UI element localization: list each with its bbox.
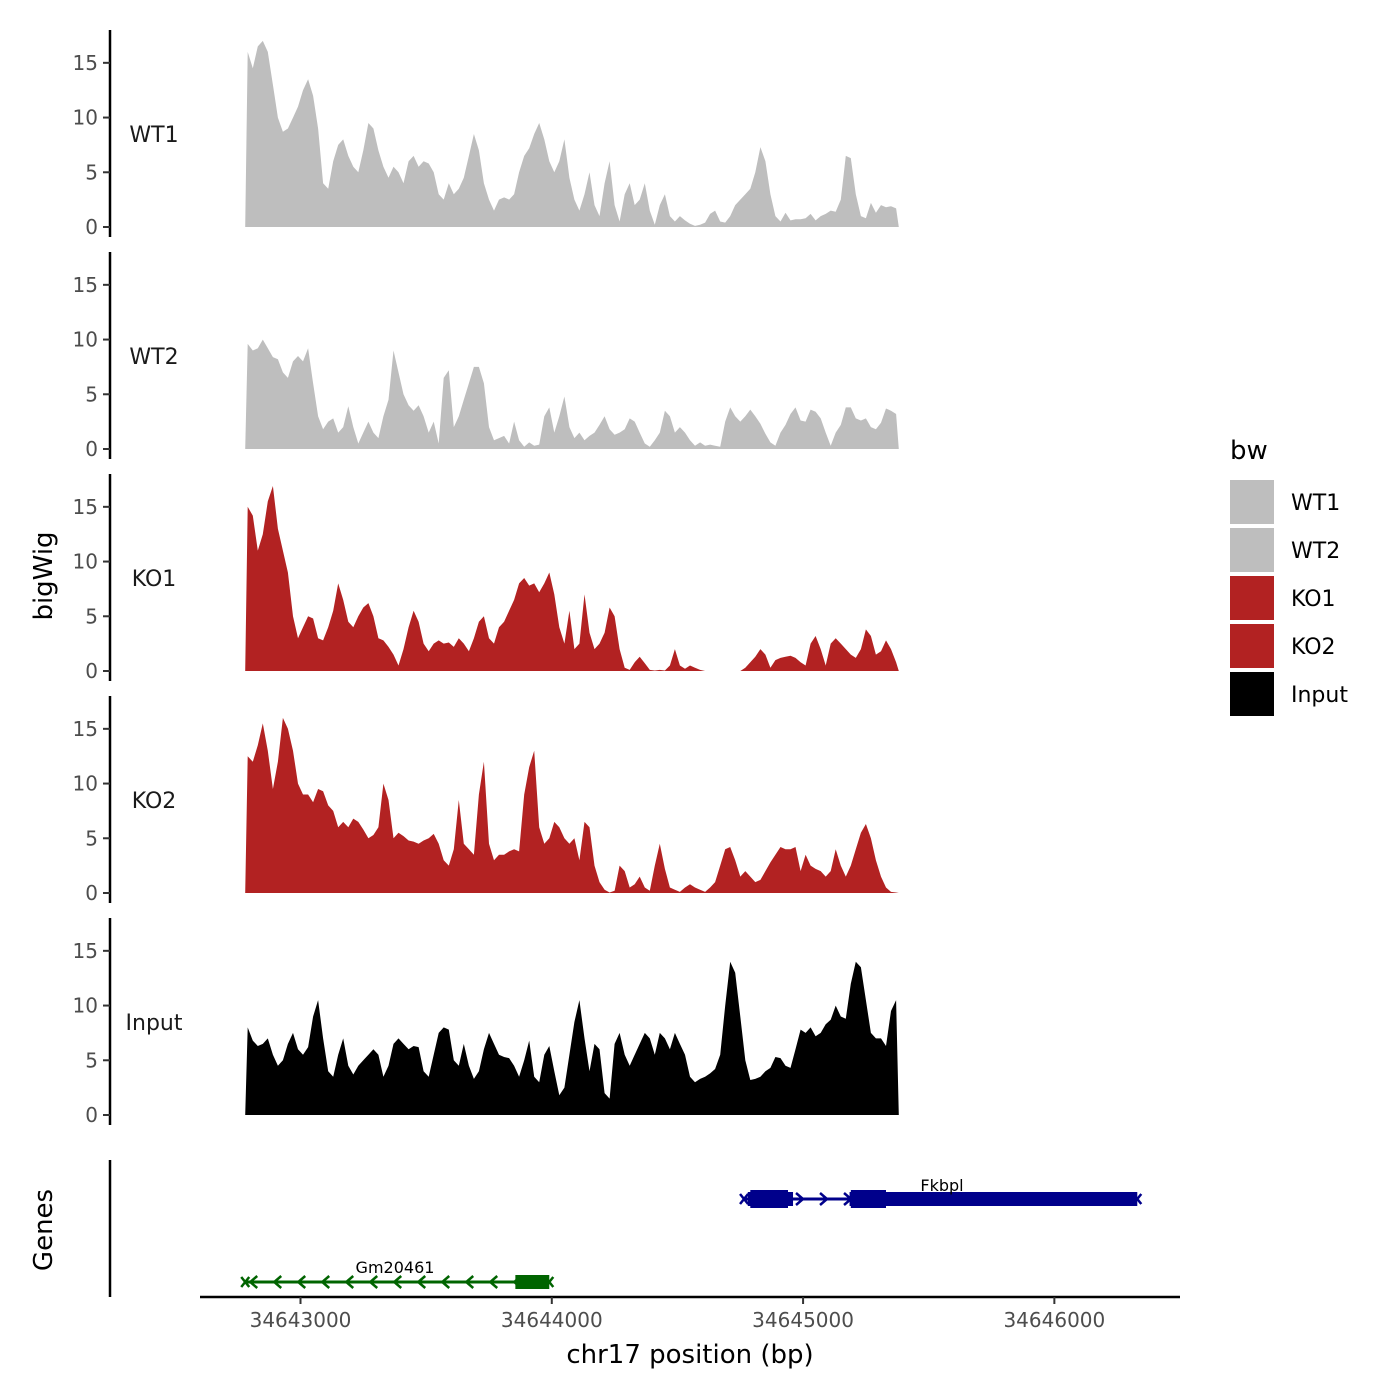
area-ko2 bbox=[245, 717, 899, 893]
gene-label: Gm20461 bbox=[356, 1258, 435, 1277]
legend-label: Input bbox=[1291, 683, 1348, 708]
legend-item-input: Input bbox=[1230, 672, 1348, 716]
area-wt1 bbox=[245, 40, 899, 228]
gene-label: Fkbpl bbox=[920, 1176, 963, 1195]
strand-arrow-icon bbox=[272, 1275, 283, 1289]
y-tick-label: 0 bbox=[85, 659, 98, 683]
legend: bw WT1 WT2 KO1 KO2 Input bbox=[1230, 436, 1348, 716]
gene-fkbpl: Fkbpl bbox=[739, 1176, 1143, 1208]
y-tick-label: 10 bbox=[73, 994, 98, 1018]
track-label: KO1 bbox=[132, 567, 177, 592]
area-input bbox=[245, 961, 899, 1115]
legend-label: WT2 bbox=[1291, 539, 1340, 564]
gene-exon bbox=[515, 1275, 550, 1289]
gene-cds bbox=[850, 1190, 886, 1208]
track-wt1: 0 5 10 15 WT1 bbox=[73, 30, 899, 239]
y-tick-label: 15 bbox=[73, 495, 98, 519]
y-axis-title: bigWig bbox=[29, 531, 59, 620]
strand-arrow-icon bbox=[248, 1275, 259, 1289]
track-wt2: 0 5 10 15 WT2 bbox=[73, 252, 899, 461]
gene-cds bbox=[750, 1190, 788, 1208]
legend-swatch bbox=[1230, 480, 1274, 524]
track-input: 0 5 10 15 Input bbox=[73, 918, 899, 1127]
y-tick-label: 10 bbox=[73, 106, 98, 130]
y-tick-label: 10 bbox=[73, 772, 98, 796]
strand-arrow-icon bbox=[296, 1275, 307, 1289]
strand-arrow-icon bbox=[416, 1275, 427, 1289]
gene-end-icon bbox=[544, 1276, 555, 1288]
track-label: WT1 bbox=[129, 123, 178, 148]
y-tick-label: 0 bbox=[85, 881, 98, 905]
strand-arrow-icon bbox=[320, 1275, 331, 1289]
legend-label: KO2 bbox=[1291, 635, 1336, 660]
x-axis: 34643000 34644000 34645000 34646000 bbox=[200, 1295, 1180, 1332]
legend-item-ko1: KO1 bbox=[1230, 576, 1336, 620]
y-tick-label: 15 bbox=[73, 939, 98, 963]
strand-arrow-icon bbox=[344, 1275, 355, 1289]
legend-label: WT1 bbox=[1291, 491, 1340, 516]
legend-label: KO1 bbox=[1291, 587, 1336, 612]
area-wt2 bbox=[245, 339, 899, 449]
legend-swatch bbox=[1230, 624, 1274, 668]
y-tick-label: 15 bbox=[73, 51, 98, 75]
gene-gm20461: Gm20461 bbox=[240, 1258, 555, 1289]
y-tick-label: 0 bbox=[85, 1103, 98, 1127]
genes-layer: Gm20461 Fkbpl bbox=[108, 1160, 1143, 1297]
track-ko1: 0 5 10 15 KO1 bbox=[73, 474, 899, 683]
y-tick-label: 0 bbox=[85, 437, 98, 461]
track-label: KO2 bbox=[132, 789, 177, 814]
y-tick-label: 15 bbox=[73, 273, 98, 297]
legend-item-wt2: WT2 bbox=[1230, 528, 1340, 572]
y-tick-label: 15 bbox=[73, 717, 98, 741]
legend-title: bw bbox=[1230, 436, 1268, 466]
x-axis-title: chr17 position (bp) bbox=[566, 1340, 813, 1370]
gene-end-icon bbox=[1132, 1193, 1143, 1205]
y-tick-label: 5 bbox=[85, 826, 98, 850]
strand-arrow-icon bbox=[440, 1275, 451, 1289]
y-tick-label: 5 bbox=[85, 604, 98, 628]
x-tick-label: 34644000 bbox=[501, 1308, 603, 1332]
track-ko2: 0 5 10 15 KO2 bbox=[73, 696, 899, 905]
legend-swatch bbox=[1230, 528, 1274, 572]
strand-arrow-icon bbox=[392, 1275, 403, 1289]
y-tick-label: 0 bbox=[85, 215, 98, 239]
gene-end-icon bbox=[240, 1276, 251, 1288]
tracks-layer: 0 5 10 15 WT1 0 5 10 15 WT2 0 5 10 15 KO1 0 5 10 15 KO2 0 5 10… bbox=[73, 30, 899, 1127]
y-tick-label: 10 bbox=[73, 328, 98, 352]
strand-arrow-icon bbox=[464, 1275, 475, 1289]
legend-swatch bbox=[1230, 576, 1274, 620]
x-tick-label: 34646000 bbox=[1003, 1308, 1105, 1332]
track-label: Input bbox=[126, 1011, 183, 1036]
genes-axis-title: Genes bbox=[29, 1189, 59, 1271]
y-tick-label: 5 bbox=[85, 160, 98, 184]
y-tick-label: 10 bbox=[73, 550, 98, 574]
y-tick-label: 5 bbox=[85, 1048, 98, 1072]
strand-arrow-icon bbox=[795, 1192, 805, 1206]
strand-arrow-icon bbox=[368, 1275, 379, 1289]
strand-arrow-icon bbox=[488, 1275, 499, 1289]
strand-arrow-icon bbox=[819, 1192, 829, 1206]
gene-end-icon bbox=[739, 1193, 750, 1205]
x-tick-label: 34645000 bbox=[752, 1308, 854, 1332]
gene-exon bbox=[849, 1192, 1138, 1206]
legend-item-ko2: KO2 bbox=[1230, 624, 1336, 668]
area-ko1 bbox=[245, 486, 899, 671]
legend-swatch bbox=[1230, 672, 1274, 716]
track-label: WT2 bbox=[129, 345, 178, 370]
legend-item-wt1: WT1 bbox=[1230, 480, 1340, 524]
x-tick-label: 34643000 bbox=[250, 1308, 352, 1332]
y-tick-label: 5 bbox=[85, 382, 98, 406]
